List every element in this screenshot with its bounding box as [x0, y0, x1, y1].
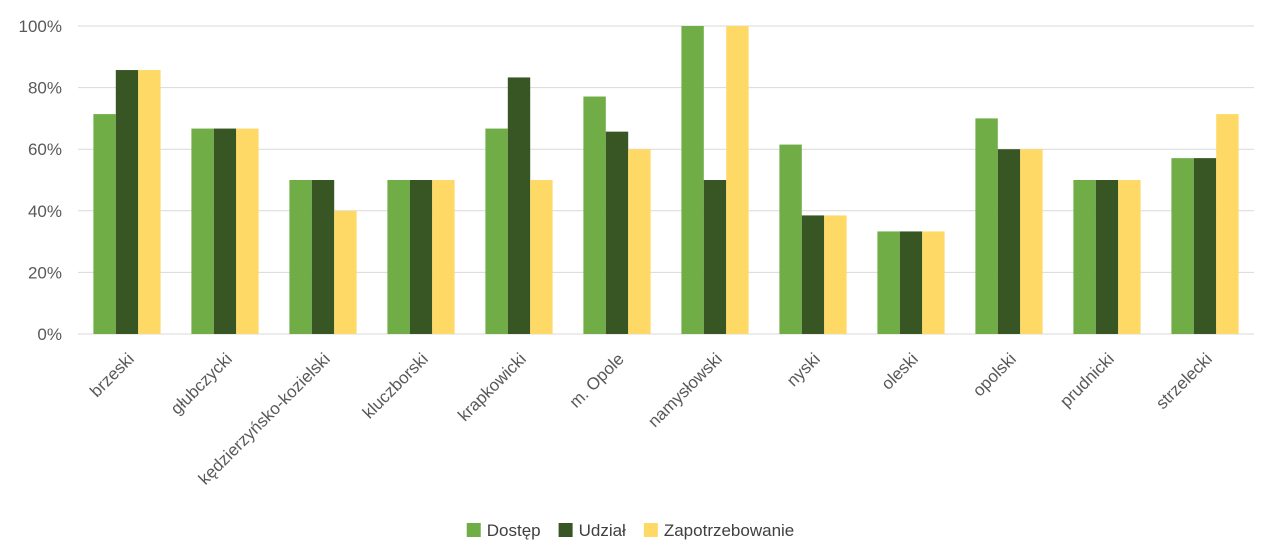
bar-dostęp [779, 144, 802, 334]
x-category-label: prudnicki [1056, 349, 1118, 411]
bar-udział [997, 149, 1021, 334]
x-category-label: strzelecki [1152, 349, 1216, 413]
bar-dostęp [93, 114, 116, 334]
bar-udział [801, 215, 825, 334]
bar-udział [1095, 180, 1119, 334]
legend-label: Udział [579, 521, 626, 540]
bar-zapotrzebowanie [1216, 114, 1239, 334]
y-tick-label: 100% [19, 17, 62, 36]
x-category-label: m. Opole [566, 349, 628, 411]
bar-zapotrzebowanie [922, 231, 945, 334]
bar-udział [213, 128, 237, 334]
legend-label: Dostęp [487, 521, 541, 540]
bar-zapotrzebowanie [628, 149, 651, 334]
bar-zapotrzebowanie [138, 70, 161, 334]
bar-dostęp [485, 128, 508, 334]
bar-dostęp [1073, 180, 1096, 334]
bar-dostęp [289, 180, 312, 334]
bar-udział [899, 231, 923, 334]
legend-label: Zapotrzebowanie [664, 521, 794, 540]
bar-udział [507, 77, 531, 334]
y-tick-label: 0% [37, 325, 62, 344]
bar-udział [115, 70, 139, 334]
x-category-label: opolski [969, 349, 1020, 400]
legend-swatch-udział [558, 523, 573, 537]
bar-zapotrzebowanie [1020, 149, 1043, 334]
bar-dostęp [583, 96, 606, 334]
bar-zapotrzebowanie [530, 180, 553, 334]
bar-dostęp [877, 231, 900, 334]
x-category-label: głubczycki [167, 349, 236, 418]
legend-swatch-zapotrzebowanie [643, 523, 658, 537]
x-category-label: nyski [783, 349, 824, 390]
bar-dostęp [681, 26, 704, 334]
bars-layer [93, 26, 1239, 335]
x-category-label: oleski [878, 349, 922, 393]
x-category-label: brzeski [86, 349, 138, 401]
legend-swatch-dostęp [466, 523, 481, 537]
bar-dostęp [975, 118, 998, 335]
bar-dostęp [387, 180, 410, 334]
x-category-label: krapkowicki [454, 349, 530, 425]
bar-udział [311, 180, 335, 334]
bar-dostęp [1171, 158, 1194, 334]
bar-zapotrzebowanie [334, 210, 357, 334]
bar-zapotrzebowanie [726, 26, 749, 334]
y-tick-label: 40% [28, 202, 62, 221]
bar-udział [409, 180, 433, 334]
x-category-label: kluczborski [359, 349, 432, 422]
bar-zapotrzebowanie [236, 128, 259, 334]
grid-layer [78, 25, 1254, 335]
bar-zapotrzebowanie [432, 180, 455, 334]
bar-dostęp [191, 128, 214, 334]
bar-zapotrzebowanie [824, 215, 847, 334]
y-tick-label: 20% [28, 263, 62, 282]
y-tick-label: 60% [28, 140, 62, 159]
bar-udział [605, 131, 629, 334]
x-category-label: namysłowski [644, 349, 726, 431]
bar-zapotrzebowanie [1118, 180, 1141, 334]
legend: Dostęp Udział Zapotrzebowanie [466, 521, 794, 540]
bar-udział [1193, 158, 1217, 334]
y-tick-label: 80% [28, 79, 62, 98]
bar-udział [703, 180, 727, 334]
